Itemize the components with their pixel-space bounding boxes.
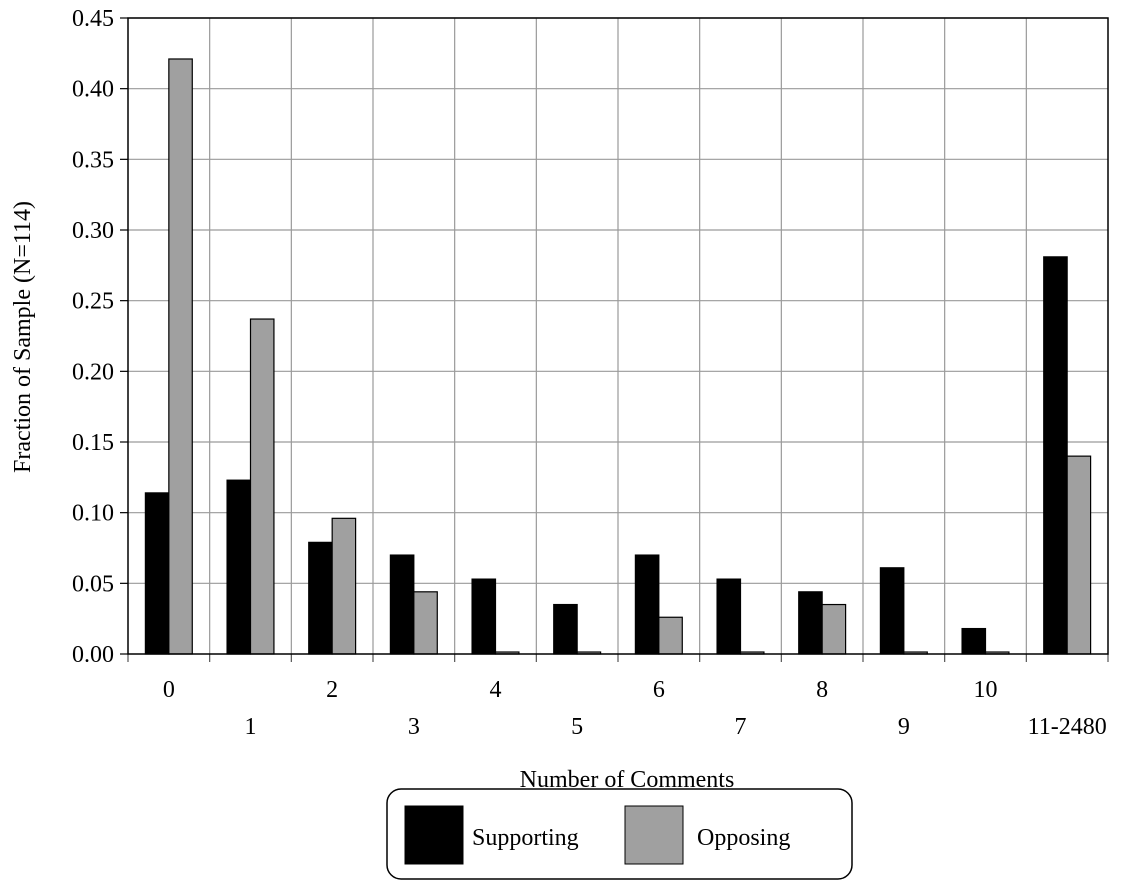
y-tick-label: 0.35 bbox=[72, 147, 114, 173]
legend-swatch-supporting bbox=[404, 805, 464, 865]
bar-supporting-9 bbox=[879, 567, 905, 655]
axes bbox=[120, 17, 1109, 662]
bar-supporting-7 bbox=[716, 578, 742, 655]
y-tick-label: 0.20 bbox=[72, 359, 114, 385]
bar-supporting-11-2480 bbox=[1043, 256, 1068, 655]
x-tick-label: 8 bbox=[816, 677, 828, 703]
x-tick-label: 7 bbox=[735, 714, 747, 740]
legend-frame bbox=[386, 788, 853, 880]
y-tick-label: 0.15 bbox=[72, 430, 114, 456]
bar-supporting-2 bbox=[308, 541, 333, 655]
bar-supporting-6 bbox=[634, 554, 660, 655]
bar-opposing-2 bbox=[331, 517, 357, 655]
x-tick-label: 0 bbox=[163, 677, 175, 703]
grid-lines bbox=[128, 17, 1108, 654]
bar-supporting-4 bbox=[471, 578, 497, 655]
bar-opposing-11-2480 bbox=[1066, 455, 1092, 655]
bar-supporting-0 bbox=[144, 492, 170, 655]
plot-frame bbox=[127, 17, 1109, 655]
y-tick-label: 0.30 bbox=[72, 218, 114, 244]
x-tick-label: 2 bbox=[326, 677, 338, 703]
y-tick-labels: 0.00 0.05 0.10 0.15 0.20 0.25 0.30 0.35 0.40 0.45 bbox=[72, 6, 114, 668]
bar-opposing-6 bbox=[658, 616, 683, 655]
bar-opposing-3 bbox=[413, 591, 438, 655]
y-tick-label: 0.10 bbox=[72, 501, 114, 527]
x-tick-labels: 0 1 2 3 4 5 6 7 8 9 10 11-2480 bbox=[163, 677, 1107, 740]
legend-swatch-opposing bbox=[624, 805, 684, 865]
legend: Supporting Opposing bbox=[386, 788, 853, 880]
bar-supporting-8 bbox=[798, 591, 823, 655]
bar-supporting-10 bbox=[961, 627, 987, 655]
bar-opposing-8 bbox=[821, 603, 847, 655]
bar-opposing-0 bbox=[168, 58, 193, 655]
y-tick-label: 0.25 bbox=[72, 289, 114, 315]
x-tick-label: 6 bbox=[653, 677, 665, 703]
bar-opposing-1 bbox=[249, 318, 275, 655]
x-tick-label: 9 bbox=[898, 714, 910, 740]
legend-label-opposing: Opposing bbox=[697, 825, 790, 851]
y-axis-title: Fraction of Sample (N=114) bbox=[10, 201, 36, 473]
y-tick-label: 0.45 bbox=[72, 6, 114, 32]
bar-supporting-1 bbox=[226, 479, 252, 655]
bar-supporting-5 bbox=[553, 603, 578, 655]
y-tick-label: 0.00 bbox=[72, 642, 114, 668]
y-tick-label: 0.40 bbox=[72, 77, 114, 103]
legend-label-supporting: Supporting bbox=[472, 825, 579, 851]
bar-supporting-3 bbox=[389, 554, 415, 655]
x-tick-label: 4 bbox=[490, 677, 502, 703]
x-tick-label: 3 bbox=[408, 714, 420, 740]
x-tick-label: 5 bbox=[571, 714, 583, 740]
x-tick-label: 11-2480 bbox=[1028, 714, 1107, 740]
x-tick-label: 1 bbox=[245, 714, 257, 740]
y-tick-label: 0.05 bbox=[72, 571, 114, 597]
x-tick-label: 10 bbox=[974, 677, 998, 703]
